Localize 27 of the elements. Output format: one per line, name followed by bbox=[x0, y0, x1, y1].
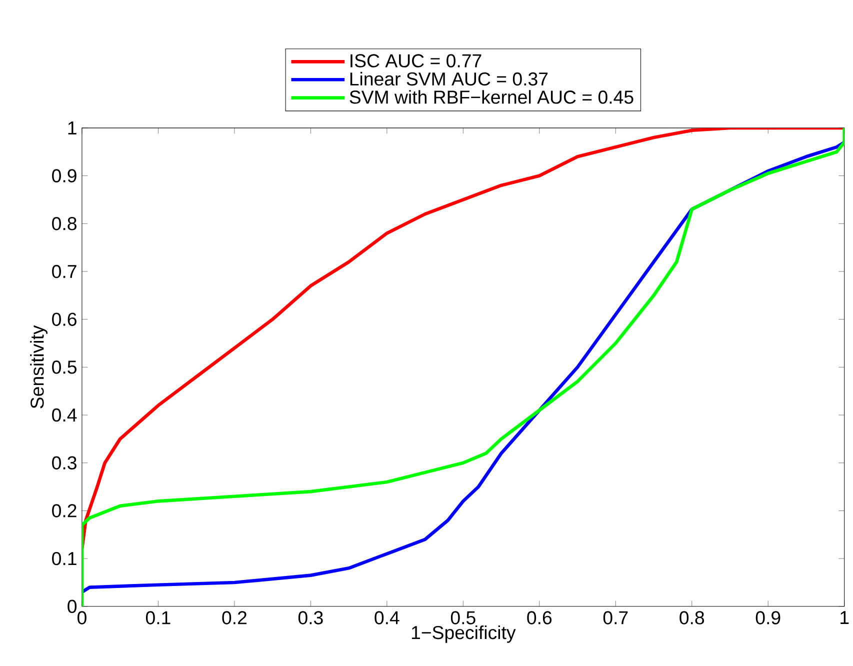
x-tick-label: 0.9 bbox=[756, 610, 780, 624]
y-tick-label: 0.4 bbox=[52, 408, 77, 422]
y-tick-label: 0.9 bbox=[52, 168, 76, 182]
y-tick-label: 0.8 bbox=[52, 216, 76, 230]
x-tick-label: 0.1 bbox=[146, 610, 170, 624]
y-tick-label: 1 bbox=[68, 121, 76, 134]
x-axis-title: 1−Specificity bbox=[412, 625, 516, 643]
y-tick-label: 0.5 bbox=[52, 360, 76, 374]
y-tick-label: 0.2 bbox=[52, 504, 76, 518]
y-tick-label: 0.1 bbox=[52, 552, 76, 565]
y-tick-label: 0.3 bbox=[52, 456, 76, 470]
legend-label: SVM with RBF−kernel AUC = 0.45 bbox=[350, 90, 634, 104]
x-tick-label: 0.2 bbox=[222, 610, 246, 624]
x-tick-label: 0.3 bbox=[298, 610, 323, 624]
x-tick-label: 0.6 bbox=[527, 610, 552, 624]
x-tick-label: 0 bbox=[78, 610, 86, 624]
x-tick-label: 0.7 bbox=[603, 610, 628, 624]
y-axis-title: Sensitivity bbox=[30, 325, 48, 408]
y-tick-label: 0.6 bbox=[52, 312, 76, 326]
x-tick-label: 0.8 bbox=[680, 610, 704, 624]
y-tick-label: 0 bbox=[68, 600, 77, 613]
y-tick-label: 0.7 bbox=[52, 264, 76, 278]
legend-label: ISC AUC = 0.77 bbox=[350, 54, 482, 68]
x-tick-label: 0.4 bbox=[374, 610, 400, 624]
x-tick-label: 0.5 bbox=[450, 610, 476, 624]
x-tick-label: 1 bbox=[840, 610, 849, 624]
legend-label: Linear SVM AUC = 0.37 bbox=[350, 72, 548, 86]
